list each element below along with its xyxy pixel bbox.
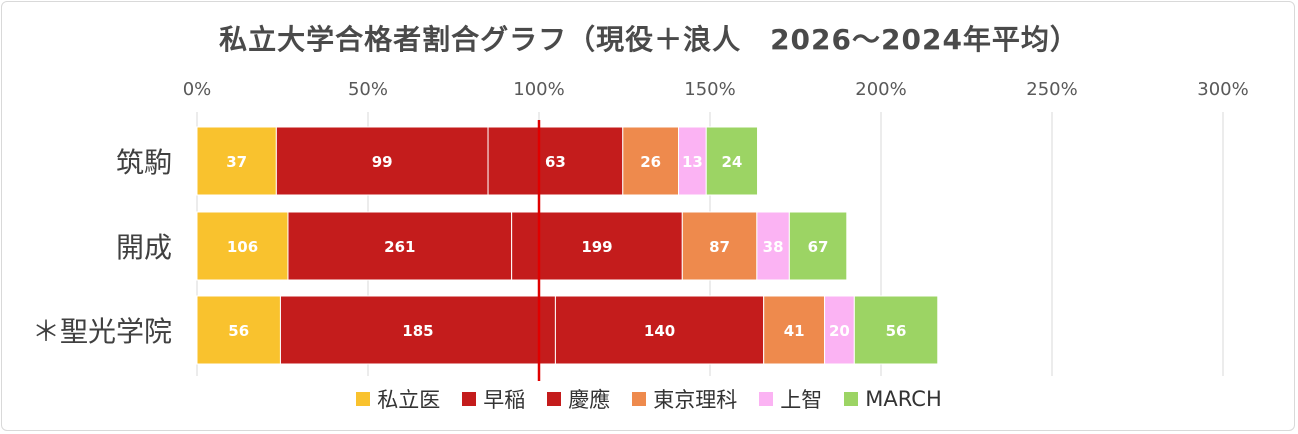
x-tick-label: 250% bbox=[1026, 79, 1077, 100]
legend-item: MARCH bbox=[844, 387, 942, 411]
bar-segment bbox=[678, 126, 707, 196]
bar-segment bbox=[196, 126, 277, 196]
legend-swatch bbox=[844, 392, 859, 406]
legend-swatch bbox=[759, 392, 774, 406]
data-label: 261 bbox=[384, 238, 415, 256]
data-label: 63 bbox=[545, 153, 566, 171]
category-label: 開成 bbox=[116, 231, 172, 264]
legend-label: 慶應 bbox=[568, 388, 611, 412]
x-tick-label: 0% bbox=[183, 79, 212, 100]
bar-segment bbox=[279, 295, 556, 365]
data-label: 106 bbox=[227, 238, 258, 256]
x-tick-label: 100% bbox=[513, 79, 564, 100]
category-label: 筑駒 bbox=[116, 146, 172, 179]
x-tick-label: 50% bbox=[348, 79, 388, 100]
legend-label: 私立医 bbox=[377, 388, 441, 412]
data-label: 56 bbox=[228, 322, 249, 340]
legend-swatch bbox=[356, 392, 371, 406]
bar-segment bbox=[705, 126, 759, 196]
bar-segment bbox=[487, 126, 624, 196]
bar-segment bbox=[622, 126, 680, 196]
legend-swatch bbox=[632, 392, 647, 406]
x-tick-label: 300% bbox=[1197, 79, 1248, 100]
data-label: 199 bbox=[581, 238, 612, 256]
legend-label: MARCH bbox=[865, 387, 942, 411]
x-tick-label: 200% bbox=[855, 79, 906, 100]
legend-swatch bbox=[547, 392, 562, 406]
chart-legend: 私立医 早稲 慶應 東京理科 上智 MARCH bbox=[0, 384, 1298, 414]
legend-item: 早稲 bbox=[462, 384, 525, 414]
data-label: 41 bbox=[784, 322, 805, 340]
bar-segment bbox=[275, 126, 489, 196]
legend-swatch bbox=[462, 392, 477, 406]
legend-label: 上智 bbox=[780, 388, 823, 412]
category-label: ＊聖光学院 bbox=[32, 315, 172, 348]
bar-segment bbox=[788, 211, 848, 281]
legend-item: 上智 bbox=[759, 384, 822, 414]
data-label: 38 bbox=[763, 238, 784, 256]
data-label: 56 bbox=[886, 322, 907, 340]
bar-segment bbox=[196, 295, 281, 365]
data-label: 26 bbox=[640, 153, 661, 171]
bar-segment bbox=[287, 211, 513, 281]
bar-segment bbox=[681, 211, 758, 281]
data-label: 87 bbox=[709, 238, 730, 256]
bar-segment bbox=[853, 295, 939, 365]
legend-item: 慶應 bbox=[547, 384, 610, 414]
data-label: 20 bbox=[829, 322, 850, 340]
bar-segment bbox=[554, 295, 765, 365]
data-label: 140 bbox=[644, 322, 675, 340]
legend-item: 東京理科 bbox=[632, 384, 737, 414]
legend-label: 東京理科 bbox=[653, 388, 738, 412]
data-label: 37 bbox=[226, 153, 247, 171]
legend-label: 早稲 bbox=[483, 388, 526, 412]
data-label: 24 bbox=[721, 153, 742, 171]
data-label: 67 bbox=[808, 238, 829, 256]
data-label: 99 bbox=[372, 153, 393, 171]
data-label: 13 bbox=[682, 153, 703, 171]
data-label: 185 bbox=[402, 322, 433, 340]
legend-item: 私立医 bbox=[356, 384, 440, 414]
chart-title: 私立大学合格者割合グラフ（現役＋浪人 2026〜2024年平均） bbox=[219, 23, 1079, 56]
bar-segment bbox=[763, 295, 826, 365]
x-tick-label: 150% bbox=[684, 79, 735, 100]
